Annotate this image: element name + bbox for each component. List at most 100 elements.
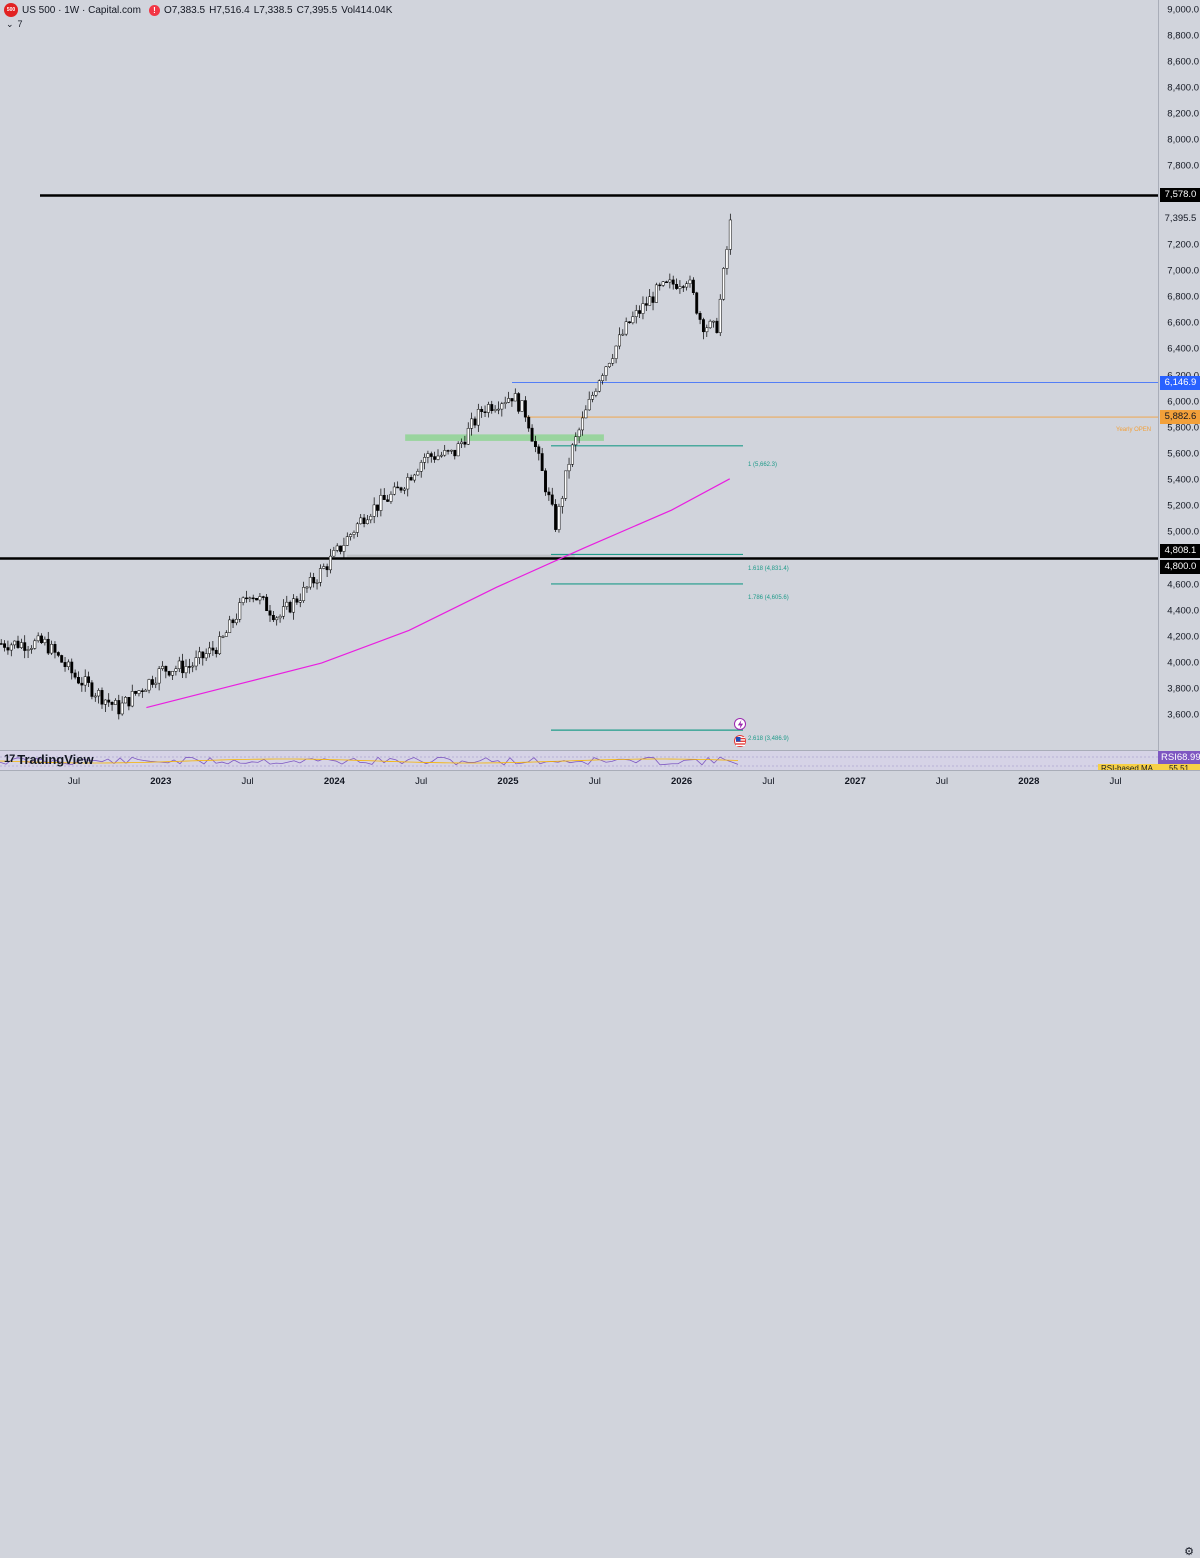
candle-body-180 xyxy=(604,366,608,376)
candle-body-179 xyxy=(601,375,605,381)
candle-body-96 xyxy=(322,566,326,569)
candle-body-81 xyxy=(271,615,275,621)
candle-body-134 xyxy=(449,449,453,452)
candle-body-129 xyxy=(433,456,437,460)
symbol-logo-icon: 500 xyxy=(4,3,18,17)
candle-body-172 xyxy=(577,429,581,437)
candle-body-34 xyxy=(113,700,117,705)
lightning-icon[interactable] xyxy=(734,718,746,730)
candle-body-135 xyxy=(453,449,457,457)
time-label-5: 2025 xyxy=(497,776,519,787)
price-tick-17: 5,400.0 xyxy=(1167,474,1199,486)
candle-body-30 xyxy=(100,690,104,705)
time-label-3: 2024 xyxy=(323,776,345,787)
rsi-pane[interactable] xyxy=(0,750,1158,771)
support-price-badge-a: 4,808.1 xyxy=(1160,544,1200,559)
price-axis[interactable]: 9,200.09,000.08,800.08,600.08,400.08,200… xyxy=(1158,0,1200,770)
indicators-toggle[interactable]: ⌄ 7 xyxy=(6,19,23,30)
candle-body-106 xyxy=(355,523,359,533)
candle-body-73 xyxy=(245,597,248,600)
candle-body-35 xyxy=(117,700,121,715)
candle-body-158 xyxy=(530,427,534,442)
candle-body-66 xyxy=(221,636,225,638)
candle-body-6 xyxy=(19,642,23,648)
tradingview-logo[interactable]: 17 TradingView xyxy=(4,750,94,768)
moving-average-line xyxy=(146,478,731,709)
candle-body-181 xyxy=(607,363,611,368)
candle-body-193 xyxy=(648,296,652,306)
candle-body-169 xyxy=(567,463,571,472)
candle-body-200 xyxy=(671,279,675,285)
candle-body-159 xyxy=(533,441,537,447)
candle-body-0 xyxy=(0,643,3,645)
tradingview-mark-icon: 17 xyxy=(4,753,15,765)
candle-body-8 xyxy=(26,649,30,651)
chart-area[interactable]: 500 US 500 · 1W · Capital.com ! O7,383.5… xyxy=(0,0,1158,750)
candle-body-174 xyxy=(584,409,588,419)
candle-body-15 xyxy=(50,644,54,654)
candle-body-168 xyxy=(564,470,568,499)
candle-body-195 xyxy=(654,284,658,303)
rsi-badge: RSI 68.99 xyxy=(1158,751,1200,764)
candle-body-201 xyxy=(675,284,679,289)
candle-body-197 xyxy=(661,281,665,286)
candle-body-19 xyxy=(63,662,67,667)
candle-body-183 xyxy=(614,345,618,359)
candle-body-144 xyxy=(483,411,487,413)
candle-body-109 xyxy=(365,519,369,524)
price-tick-4: 8,400.0 xyxy=(1167,82,1199,94)
price-tick-25: 3,600.0 xyxy=(1167,709,1199,721)
candle-body-80 xyxy=(268,610,272,616)
fib-label-2618: 2.618 (3,486.9) xyxy=(748,736,789,742)
candle-body-28 xyxy=(93,695,97,698)
candle-body-68 xyxy=(228,619,232,633)
support-price-badge-b: 4,800.0 xyxy=(1160,559,1200,574)
symbol-title[interactable]: US 500 · 1W · Capital.com xyxy=(22,4,141,16)
us-flag-icon[interactable] xyxy=(734,735,746,747)
candle-body-127 xyxy=(426,453,430,458)
candle-body-70 xyxy=(234,618,238,624)
candle-body-69 xyxy=(231,619,235,624)
candle-body-60 xyxy=(201,651,205,659)
candle-body-113 xyxy=(379,495,383,511)
candle-body-103 xyxy=(345,536,349,546)
candle-body-136 xyxy=(456,443,460,457)
candle-body-67 xyxy=(224,632,228,637)
rsi-line xyxy=(0,756,739,766)
candle-body-207 xyxy=(695,292,699,314)
price-tick-7: 7,800.0 xyxy=(1167,160,1199,172)
price-chart[interactable] xyxy=(0,0,1158,750)
candle-body-164 xyxy=(550,494,554,505)
candle-body-12 xyxy=(40,635,43,644)
rsi-ma-value: 55.51 xyxy=(1158,764,1200,774)
candle-body-202 xyxy=(678,286,682,289)
warning-icon[interactable]: ! xyxy=(148,4,160,16)
candle-body-124 xyxy=(416,471,420,476)
candle-body-94 xyxy=(315,582,319,584)
candle-body-90 xyxy=(302,587,306,601)
candle-body-110 xyxy=(369,516,373,521)
time-label-1: 2023 xyxy=(150,776,172,787)
candle-body-10 xyxy=(33,640,37,649)
candle-body-11 xyxy=(36,635,40,642)
candle-body-78 xyxy=(261,596,265,598)
time-label-11: 2028 xyxy=(1018,776,1040,787)
candle-body-160 xyxy=(537,446,541,454)
candle-body-175 xyxy=(587,399,591,411)
time-label-10: Jul xyxy=(935,776,949,787)
candle-body-217 xyxy=(728,219,732,250)
price-tick-2: 8,800.0 xyxy=(1167,30,1199,42)
rsi-chart xyxy=(0,756,1158,767)
gear-icon[interactable]: ⚙ xyxy=(1184,1546,1194,1558)
time-axis[interactable]: Jul 2023 Jul 2024 Jul 2025 Jul 2026 Jul 2027 Jul 20… xyxy=(0,770,1200,1558)
symbol-header[interactable]: 500 US 500 · 1W · Capital.com ! O7,383.5… xyxy=(4,3,392,17)
candle-body-55 xyxy=(184,666,188,674)
candle-body-64 xyxy=(214,649,218,655)
candle-body-170 xyxy=(570,444,574,465)
candle-body-40 xyxy=(134,691,138,694)
ohlc-high: H7,516.4 xyxy=(209,4,250,16)
candle-body-48 xyxy=(161,665,164,669)
candle-body-44 xyxy=(147,679,151,691)
candle-body-79 xyxy=(265,596,269,611)
candle-body-21 xyxy=(70,661,74,674)
